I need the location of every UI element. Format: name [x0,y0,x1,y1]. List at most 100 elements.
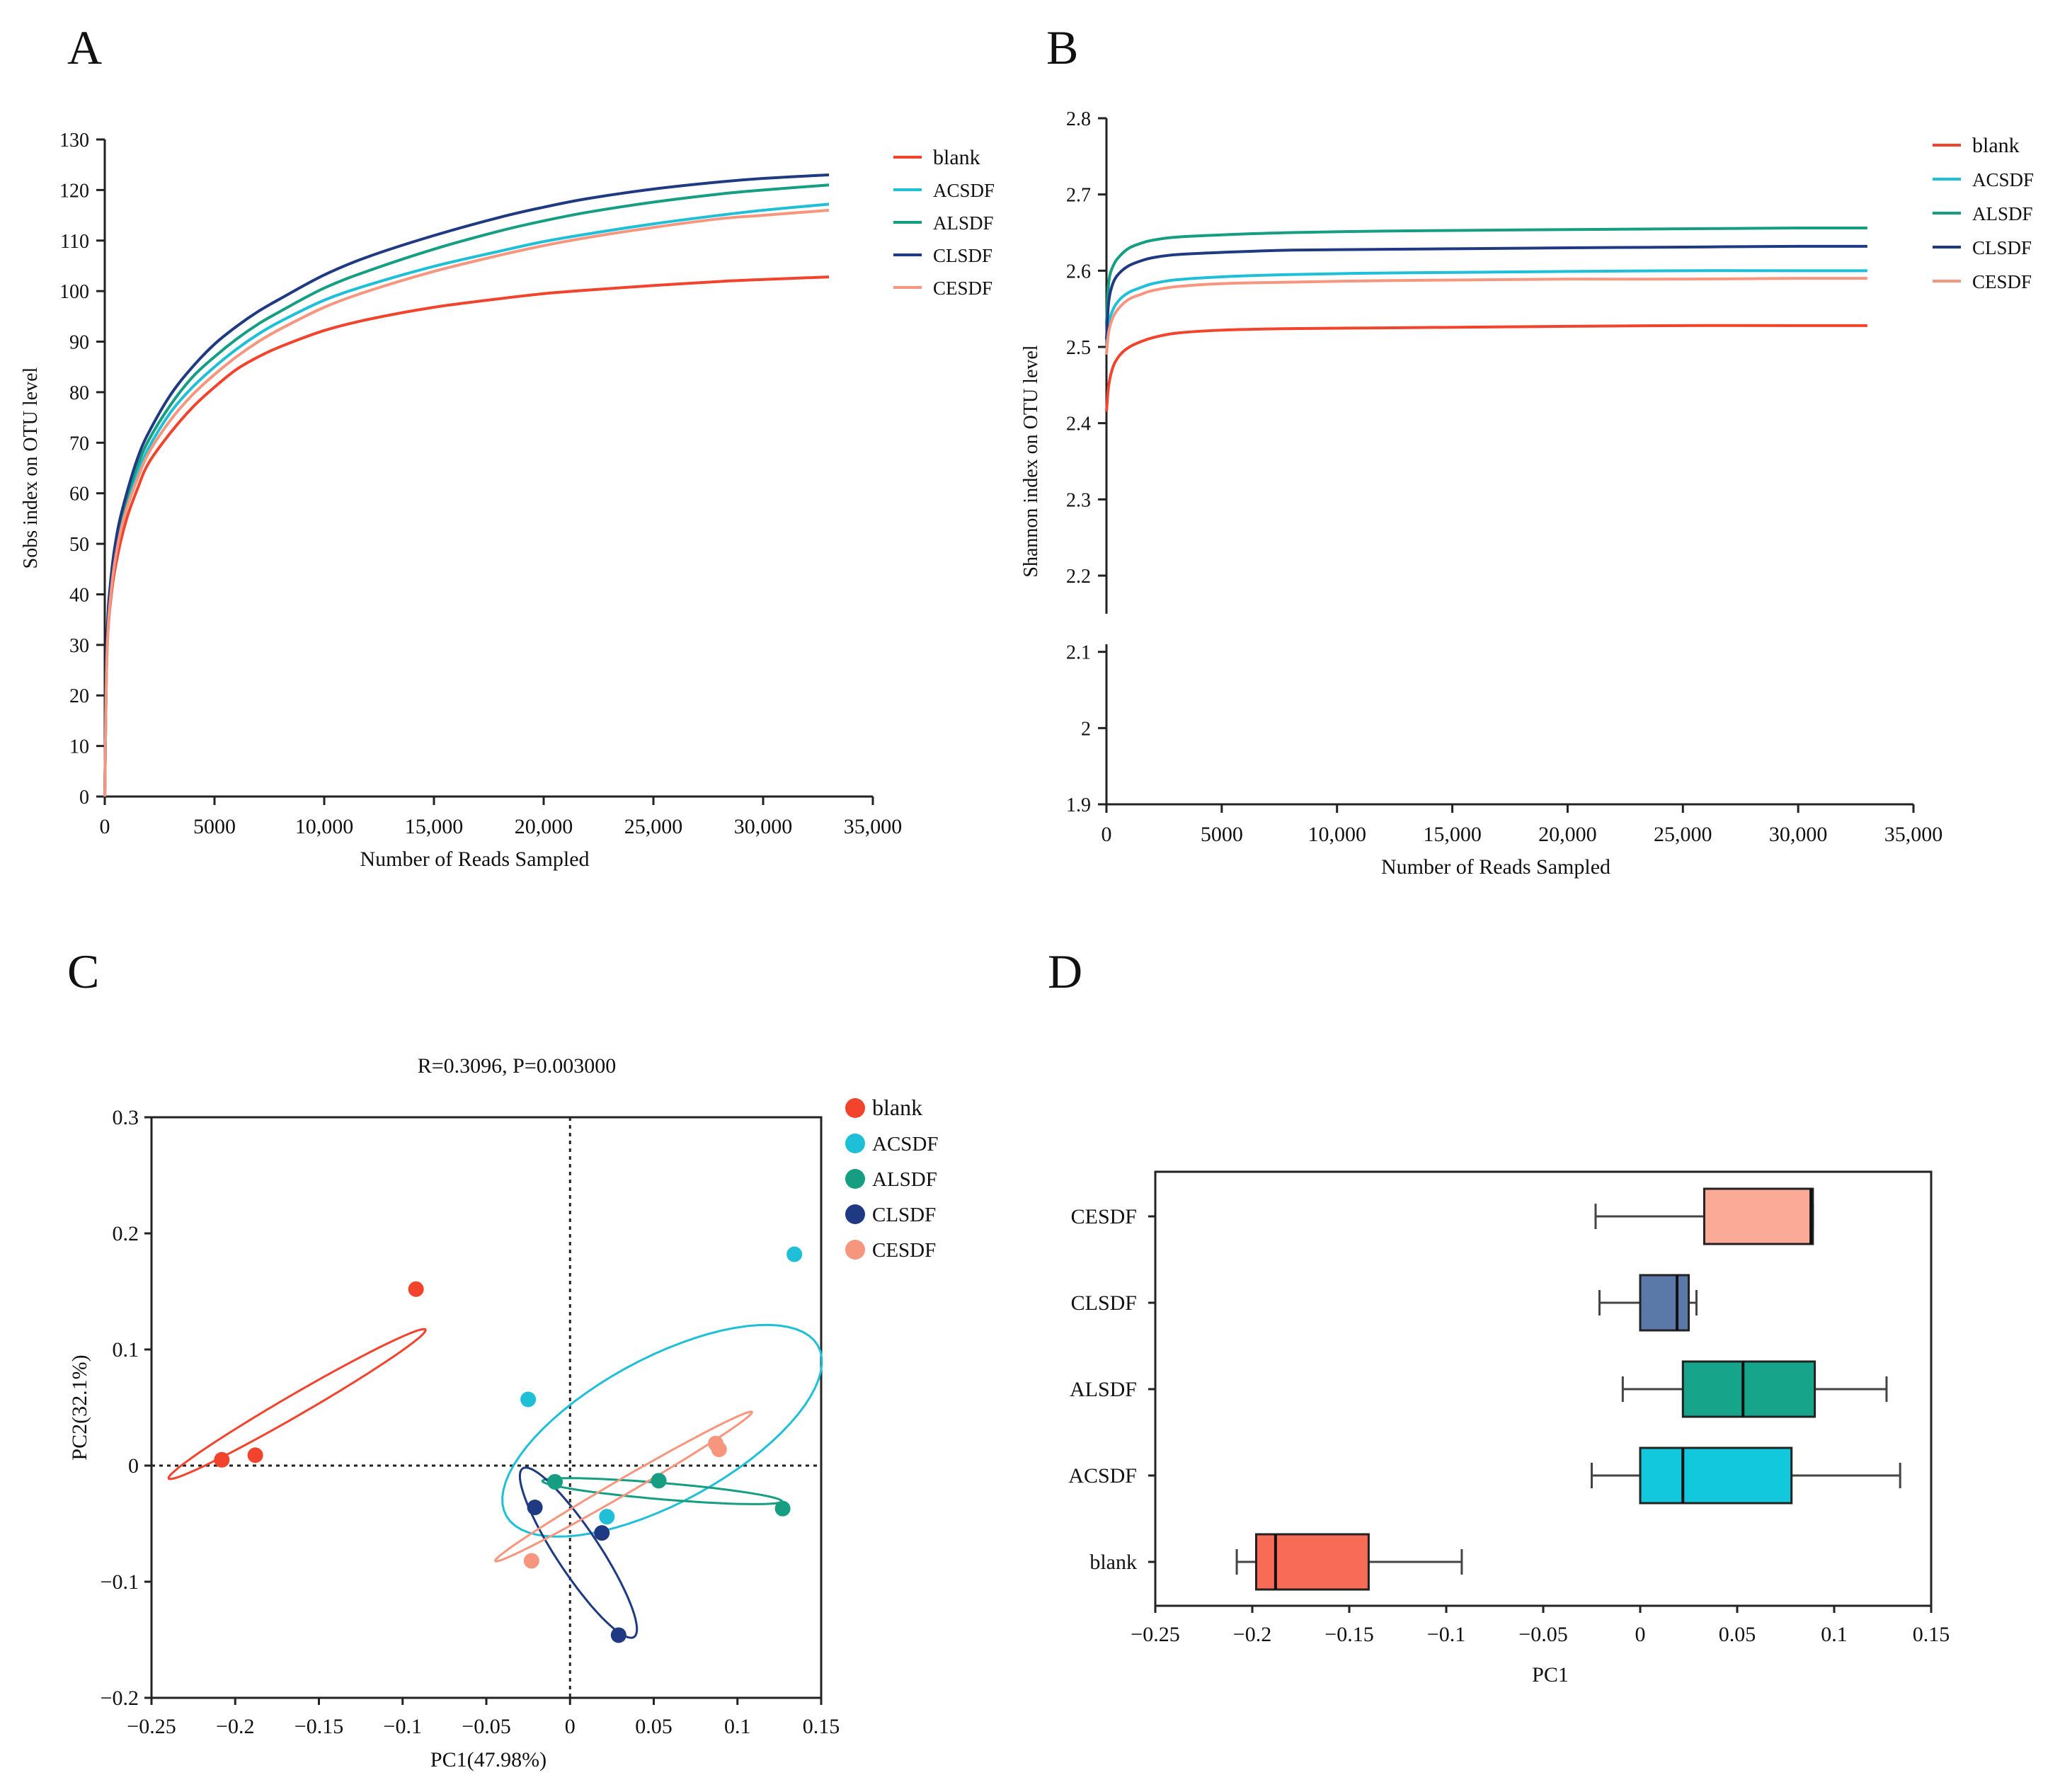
series-line-clsdf [103,173,830,797]
y-tick-label: 2.7 [1066,185,1091,207]
y-tick-label: 0.3 [113,1106,139,1129]
y-tick-label: −0.1 [101,1570,139,1594]
sample-point-acsdf [520,1391,537,1408]
legend-marker-blank [845,1098,865,1118]
sample-point-acsdf [786,1246,803,1262]
legend-label-blank: blank [933,146,980,169]
x-tick-label: 25,000 [624,815,683,838]
legend-label-blank: blank [872,1095,922,1120]
chart-a: 0 10 20 30 40 50 60 70 80 90 100 110 120 130 0 5000 10,0… [20,130,995,871]
y-tick-label: 90 [69,332,89,354]
sample-point-alsdf [774,1500,791,1517]
y-tick-label: 10 [69,736,89,758]
series-line-alsdf [1105,226,1867,324]
x-tick-label: 0 [1635,1623,1646,1646]
x-tick-label: −0.15 [294,1715,343,1738]
category-label-clsdf: CLSDF [1071,1291,1137,1315]
x-tick-label: 35,000 [844,815,903,838]
x-tick-label: 0.05 [635,1715,673,1738]
category-label-blank: blank [1089,1551,1137,1574]
x-tick-label: 15,000 [1423,823,1482,846]
x-tick-label: 5000 [193,815,236,838]
x-tick-label: 30,000 [734,815,793,838]
confidence-ellipse-blank [167,1328,427,1480]
x-tick-label: 0 [565,1715,576,1738]
box-alsdf [1681,1360,1816,1418]
category-label-alsdf: ALSDF [1070,1378,1137,1401]
x-axis-label: Number of Reads Sampled [1381,855,1610,879]
sample-point-clsdf [527,1500,543,1516]
y-tick-label: 2.6 [1066,261,1091,283]
x-tick-label: −0.25 [127,1715,176,1738]
y-tick-label: 70 [69,433,89,455]
panel-label-b: B [1046,21,1078,74]
y-tick-label: 110 [60,231,89,253]
y-tick-label: −0.2 [101,1687,139,1710]
y-tick-label: 50 [69,534,89,556]
x-tick-label: −0.1 [384,1715,422,1738]
x-axis-label: PC1 [1532,1663,1569,1687]
series-line-blank [103,275,830,797]
y-tick-label: 100 [59,281,89,303]
y-tick-label: 40 [69,584,89,606]
legend-label-clsdf: CLSDF [1972,237,2032,258]
confidence-ellipse-clsdf [518,1466,639,1639]
legend-label-cesdf: CESDF [1972,271,2032,292]
box-blank [1254,1533,1370,1591]
legend-label-acsdf: ACSDF [1972,169,2034,190]
y-tick-label: 0 [79,787,89,809]
series-line-cesdf [103,208,830,797]
y-tick-label: 60 [69,484,89,506]
x-tick-label: 0 [100,815,110,838]
sample-point-blank [408,1281,424,1297]
y-axis-label: Shannon index on OTU level [1020,345,1042,577]
chart-title: R=0.3096, P=0.003000 [418,1054,617,1078]
box-clsdf [1639,1274,1690,1332]
legend-label-cesdf: CESDF [872,1239,936,1262]
legend-label-alsdf: ALSDF [1972,203,2033,224]
legend-label-alsdf: ALSDF [872,1168,937,1191]
sample-point-alsdf [651,1473,667,1489]
series-line-acsdf [1105,269,1867,355]
x-axis-label: Number of Reads Sampled [360,848,589,871]
x-tick-label: 0.05 [1719,1623,1756,1646]
x-tick-label: 20,000 [1538,823,1597,846]
legend-label-acsdf: ACSDF [933,180,995,201]
x-tick-label: 0.1 [1821,1623,1848,1646]
sample-point-cesdf [523,1553,539,1569]
x-tick-label: 0.15 [803,1715,840,1738]
y-tick-label: 0 [128,1454,139,1478]
y-tick-label: 2 [1081,718,1091,740]
sample-point-blank [214,1451,230,1468]
x-tick-label: −0.2 [1233,1623,1271,1646]
x-tick-label: −0.2 [216,1715,254,1738]
chart-d: −0.25 −0.2 −0.15 −0.1 −0.05 0 0.05 0.1 0.15 PC1 CE… [1068,1170,1950,1687]
box-cesdf [1703,1187,1814,1245]
plot-frame [150,1116,823,1699]
y-tick-label: 1.9 [1066,794,1091,816]
x-tick-label: 35,000 [1884,823,1943,846]
y-axis-label: PC2(32.1%) [68,1354,91,1460]
x-tick-label: 30,000 [1769,823,1828,846]
panel-label-a: A [67,21,102,74]
y-tick-label: 2.5 [1066,337,1091,359]
y-tick-label: 80 [69,382,89,404]
legend-label-acsdf: ACSDF [872,1133,939,1155]
y-tick-label: 2.8 [1066,108,1091,130]
y-tick-label: 2.2 [1066,566,1091,588]
sample-point-cesdf [711,1442,727,1458]
x-tick-label: 5000 [1201,823,1243,846]
confidence-ellipse-cesdf [494,1410,753,1563]
x-tick-label: −0.05 [1518,1623,1567,1646]
legend-label-clsdf: CLSDF [933,245,992,266]
panel-label-c: C [67,944,99,998]
y-tick-label: 0.2 [113,1222,139,1245]
x-tick-label: 15,000 [405,815,464,838]
x-axis-label: PC1(47.98%) [430,1748,547,1771]
series-line-acsdf [103,202,830,797]
x-tick-label: −0.25 [1131,1623,1179,1646]
x-tick-label: 10,000 [1307,823,1366,846]
category-label-acsdf: ACSDF [1068,1464,1137,1488]
legend-marker-alsdf [845,1169,865,1189]
